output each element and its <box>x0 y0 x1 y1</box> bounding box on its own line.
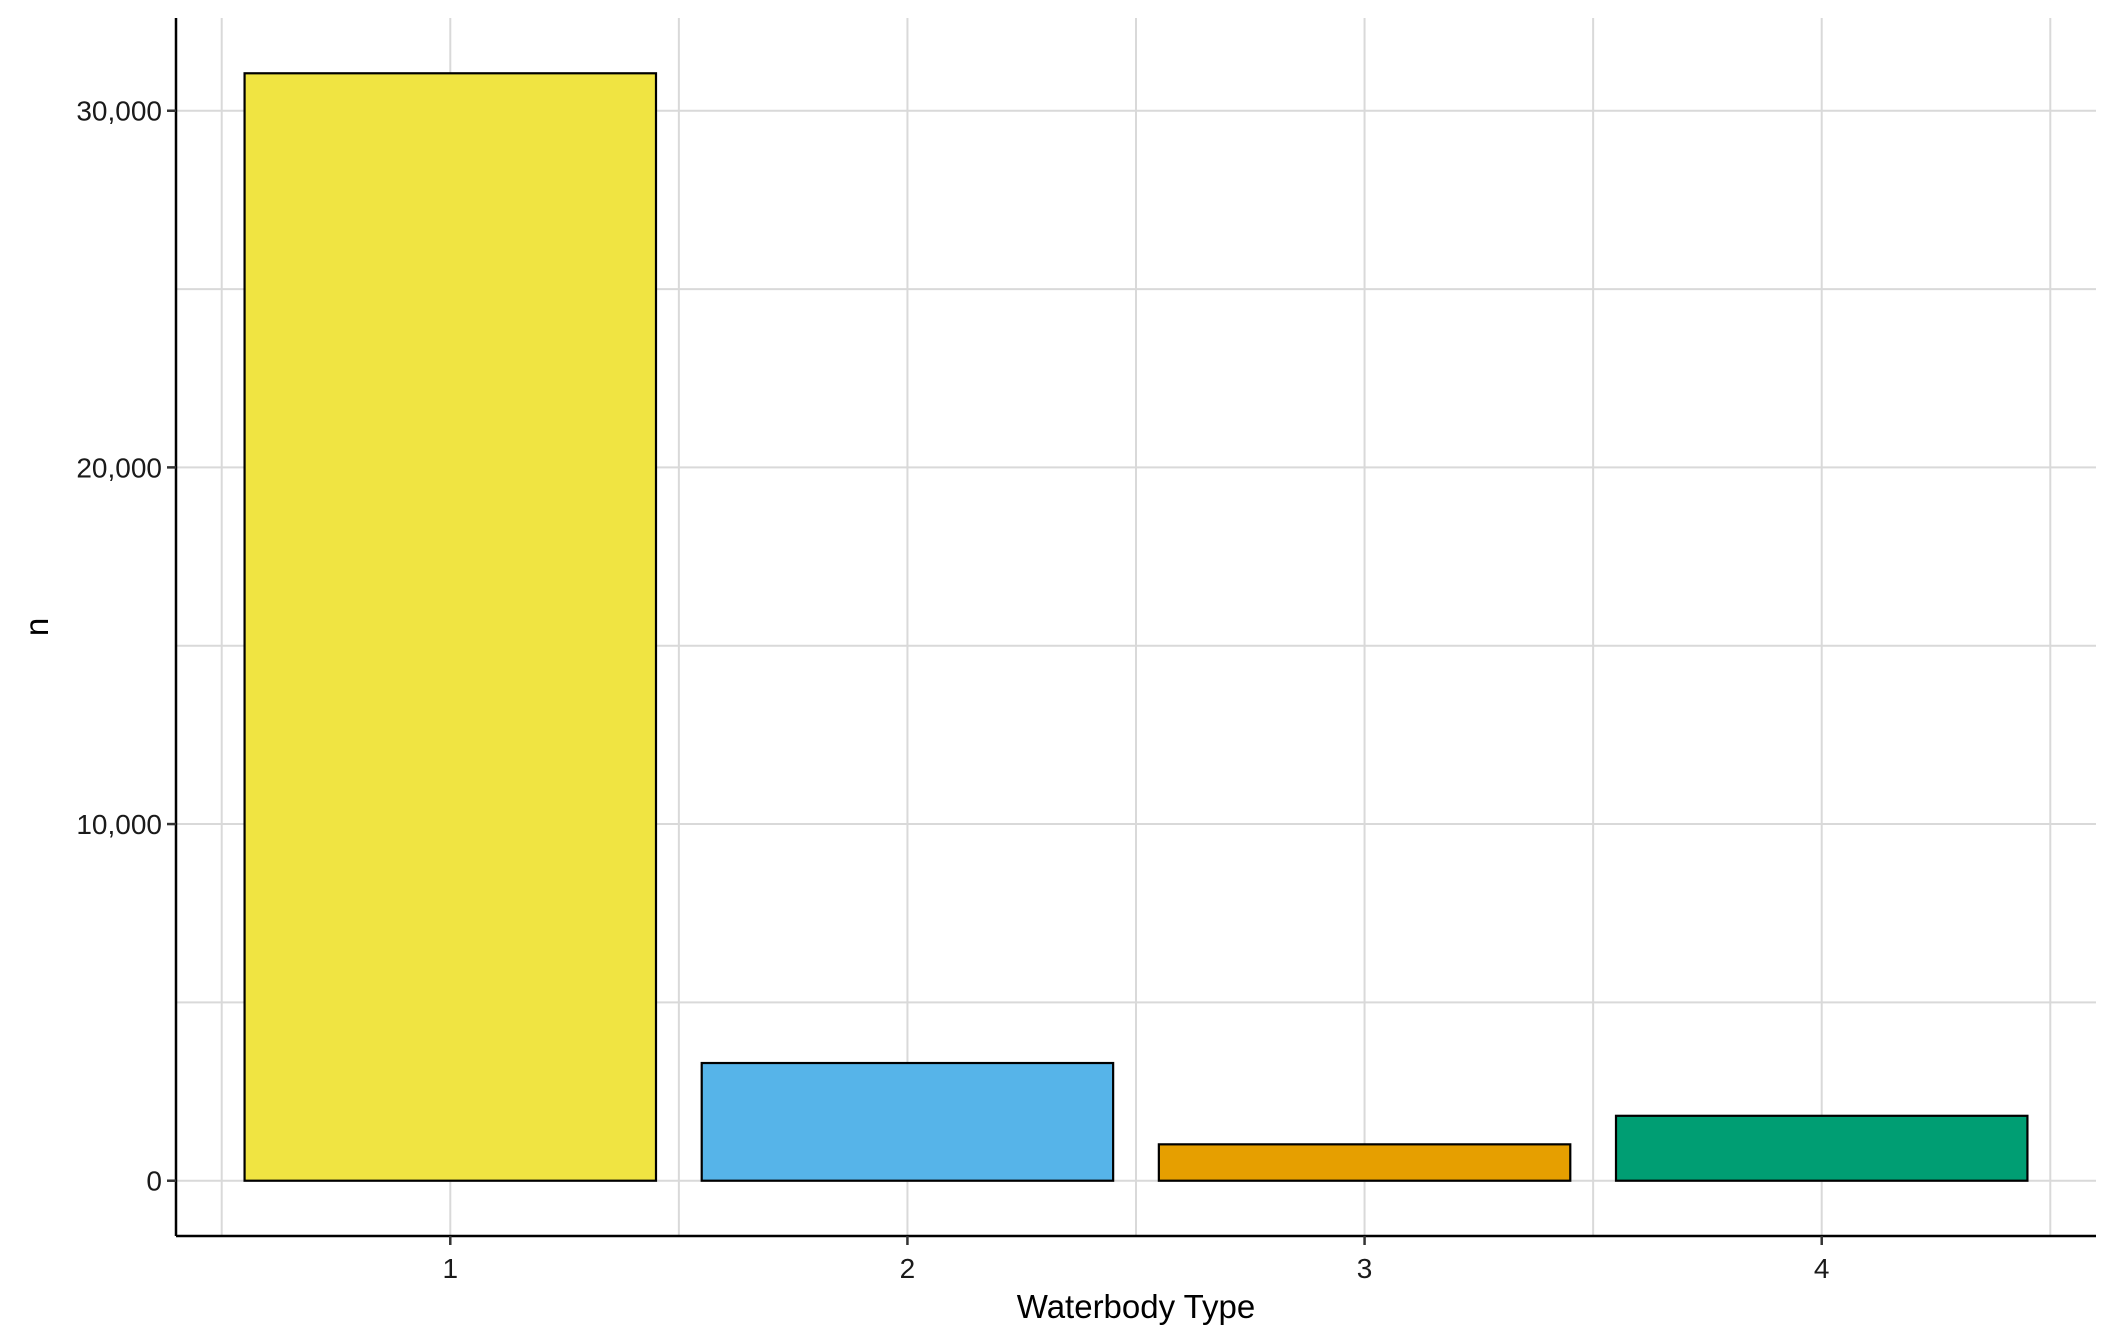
x-tick-label: 4 <box>1814 1253 1830 1284</box>
x-tick-label: 2 <box>900 1253 916 1284</box>
ticks: 0 10,000 20,000 30,000 1 2 3 4 <box>76 96 1829 1284</box>
bar-4 <box>1614 1114 2029 1182</box>
y-tick-label: 30,000 <box>76 96 162 127</box>
axes <box>174 18 2096 1238</box>
bar-1 <box>243 72 658 1182</box>
y-axis-title: n <box>18 618 55 636</box>
y-tick-label: 20,000 <box>76 452 162 483</box>
bars <box>243 72 2029 1182</box>
bar-2 <box>700 1061 1115 1182</box>
x-axis-title: Waterbody Type <box>1017 1288 1255 1325</box>
y-tick-label: 0 <box>146 1166 162 1197</box>
x-tick-label: 3 <box>1357 1253 1373 1284</box>
bar-3 <box>1157 1143 1572 1182</box>
y-tick-label: 10,000 <box>76 809 162 840</box>
x-tick-label: 1 <box>442 1253 458 1284</box>
